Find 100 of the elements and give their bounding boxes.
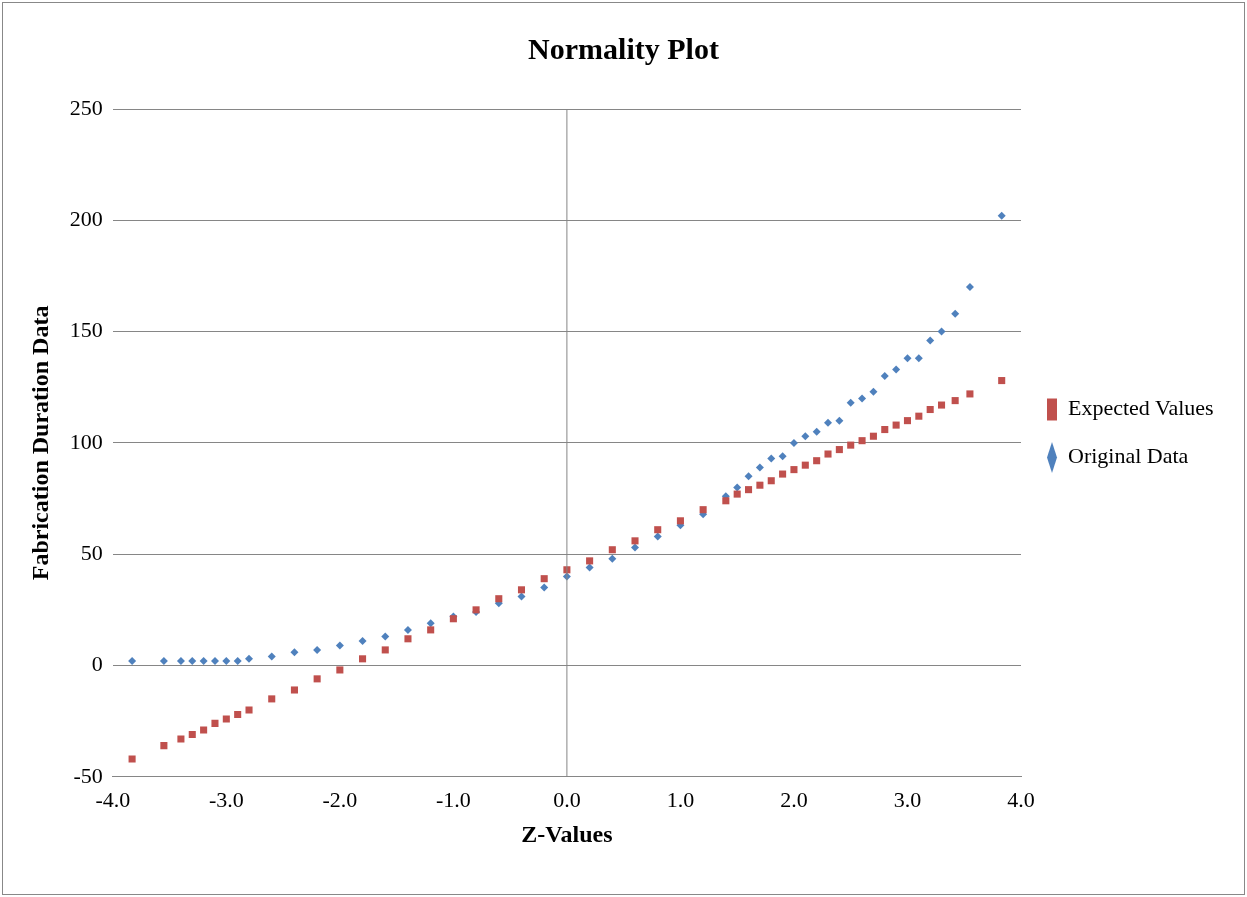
chart-title: Normality Plot xyxy=(528,31,719,65)
x-tick-label: 1.0 xyxy=(666,786,695,812)
point xyxy=(233,657,242,666)
y-tick-label: 100 xyxy=(69,428,103,454)
point xyxy=(733,490,741,498)
point xyxy=(965,283,974,292)
point xyxy=(767,477,775,485)
point xyxy=(779,470,787,478)
point xyxy=(938,401,946,409)
point xyxy=(234,710,242,719)
point xyxy=(540,583,549,592)
point xyxy=(210,657,219,666)
point xyxy=(631,537,639,545)
x-axis-title: Z-Values xyxy=(521,820,613,847)
point xyxy=(608,554,617,563)
point xyxy=(653,532,662,541)
y-tick-label: -50 xyxy=(73,762,103,788)
point xyxy=(846,398,855,407)
x-tick-label: -1.0 xyxy=(435,786,471,812)
x-tick-label: 3.0 xyxy=(893,786,922,812)
point xyxy=(381,646,389,654)
point xyxy=(676,517,684,525)
point xyxy=(835,416,844,425)
point xyxy=(926,336,935,345)
point xyxy=(313,645,322,654)
x-tick-label: 4.0 xyxy=(1007,786,1035,812)
point xyxy=(427,626,435,634)
point xyxy=(926,405,934,414)
point xyxy=(858,394,867,403)
point xyxy=(824,418,833,427)
x-tick-label: -3.0 xyxy=(208,786,244,812)
point xyxy=(880,372,889,381)
point xyxy=(336,666,344,674)
point xyxy=(381,632,390,641)
point xyxy=(903,417,912,425)
point xyxy=(495,595,503,603)
point xyxy=(997,211,1006,220)
point xyxy=(128,657,137,666)
point xyxy=(881,426,889,434)
point xyxy=(585,563,594,572)
point xyxy=(744,472,753,481)
legend-label: Original Data xyxy=(1068,443,1189,469)
legend-label: Expected Values xyxy=(1068,395,1214,421)
point xyxy=(869,387,878,396)
point xyxy=(517,592,526,601)
point xyxy=(790,466,798,474)
point xyxy=(654,526,662,534)
point xyxy=(722,497,730,505)
point xyxy=(358,637,367,646)
point xyxy=(159,657,168,666)
point xyxy=(199,657,208,666)
point xyxy=(313,675,321,683)
x-tick-label: 0.0 xyxy=(553,786,581,812)
point xyxy=(222,657,231,666)
point xyxy=(200,726,208,734)
point xyxy=(335,641,344,650)
point xyxy=(767,454,776,463)
point xyxy=(812,427,821,436)
point xyxy=(245,654,254,663)
point xyxy=(778,452,787,461)
point xyxy=(188,657,197,666)
point xyxy=(267,652,276,661)
point xyxy=(903,354,912,363)
point xyxy=(937,327,946,336)
point xyxy=(914,354,923,363)
point xyxy=(869,432,877,440)
point xyxy=(517,586,526,594)
point xyxy=(998,377,1006,385)
point xyxy=(176,657,185,666)
point xyxy=(608,546,616,554)
point xyxy=(359,655,367,663)
point xyxy=(755,463,764,472)
y-tick-label: 0 xyxy=(91,651,103,677)
point xyxy=(188,730,196,739)
y-tick-label: 150 xyxy=(69,317,103,343)
point xyxy=(177,735,185,743)
x-tick-label: 2.0 xyxy=(780,786,808,812)
point xyxy=(789,438,798,447)
point xyxy=(290,686,298,694)
point xyxy=(801,461,809,469)
point xyxy=(951,309,960,318)
point xyxy=(245,706,253,714)
point xyxy=(756,481,764,489)
point xyxy=(892,421,900,429)
point xyxy=(211,719,219,727)
y-tick-label: 50 xyxy=(80,539,103,565)
point xyxy=(631,543,640,552)
y-tick-label: 250 xyxy=(69,94,103,120)
point xyxy=(966,390,974,398)
point xyxy=(586,557,594,565)
point xyxy=(892,365,901,374)
x-tick-label: -2.0 xyxy=(322,786,358,812)
point xyxy=(824,450,832,458)
point xyxy=(835,446,843,454)
point xyxy=(745,486,753,494)
y-axis-title: Fabrication Duration Data xyxy=(26,305,53,581)
point xyxy=(951,397,959,405)
point xyxy=(403,625,412,634)
point xyxy=(540,575,548,583)
point xyxy=(813,457,821,465)
